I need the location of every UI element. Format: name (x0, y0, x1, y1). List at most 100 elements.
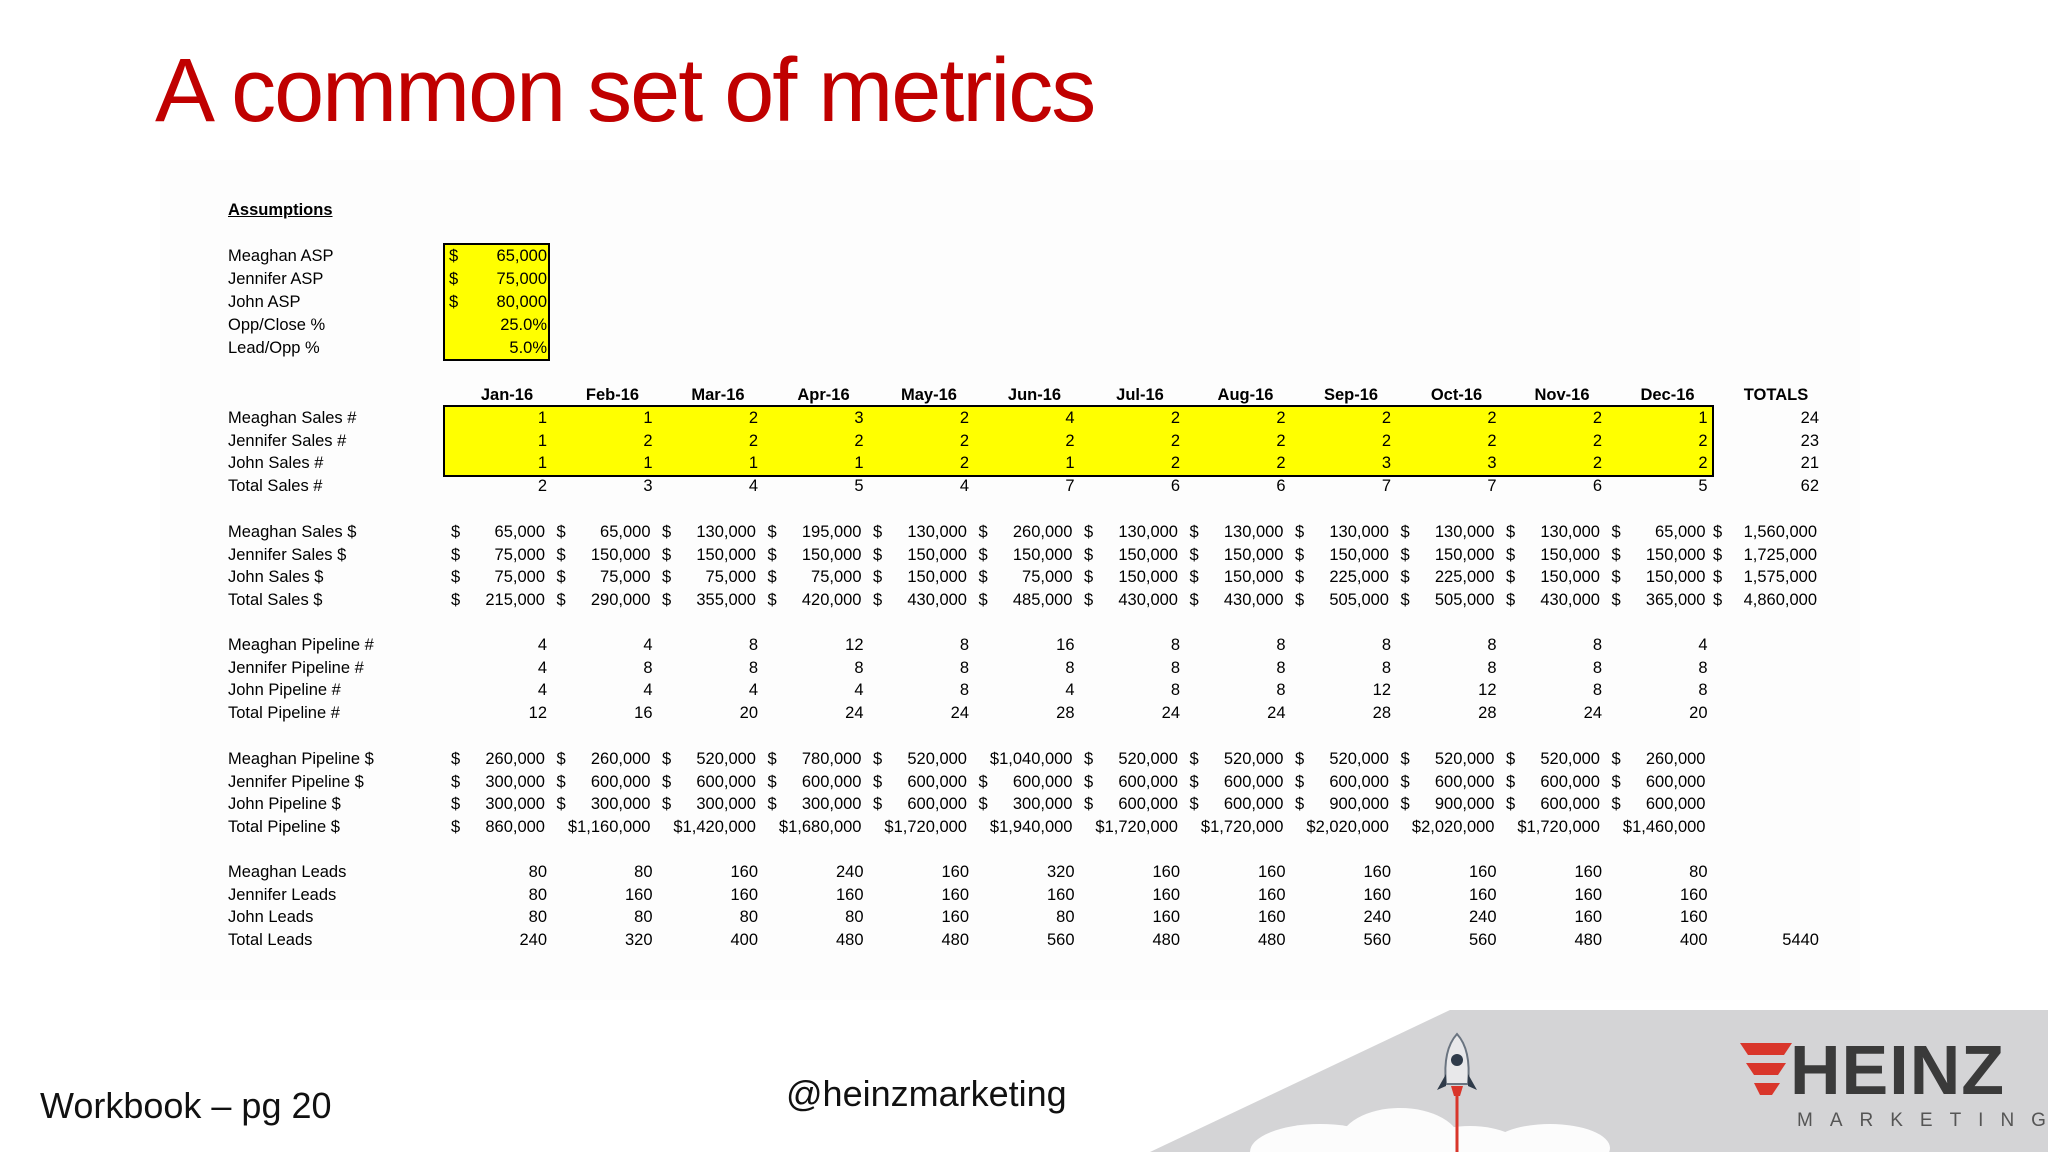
money-value: 150,000 (1540, 568, 1600, 587)
money-value: $1,680,000 (778, 818, 862, 837)
currency-symbol: $ (1611, 591, 1621, 610)
count-value: 8 (1276, 681, 1286, 700)
money-value: 150,000 (1645, 545, 1706, 564)
count-value: 160 (941, 885, 969, 904)
count-value: 16 (634, 704, 653, 723)
count-value: 80 (845, 908, 864, 927)
count-value: 24 (845, 704, 864, 723)
money-value: 485,000 (1012, 591, 1073, 610)
currency-symbol: $ (1084, 591, 1094, 610)
row-label: John Pipeline # (228, 681, 341, 700)
money-value: $1,720,000 (1095, 818, 1178, 837)
currency-symbol: $ (1506, 591, 1516, 610)
money-value: $1,720,000 (1517, 818, 1600, 837)
count-value: 2 (1381, 431, 1391, 450)
count-value: 12 (1372, 681, 1391, 700)
count-value: 480 (1257, 931, 1286, 950)
currency-symbol: $ (1611, 772, 1621, 791)
currency-symbol: $ (1189, 523, 1199, 541)
count-value: 8 (1170, 658, 1180, 677)
count-value: 160 (730, 885, 758, 904)
count-value: 4 (854, 681, 864, 700)
currency-symbol: $ (1506, 795, 1516, 814)
money-value: 300,000 (485, 772, 545, 791)
row-label: Meaghan Leads (228, 863, 347, 881)
money-value: 150,000 (1434, 545, 1495, 564)
count-value: 2 (959, 431, 969, 450)
money-value: 600,000 (1540, 772, 1600, 791)
row-label: Total Pipeline $ (228, 818, 340, 837)
currency-symbol: $ (556, 545, 566, 564)
currency-symbol: $ (556, 591, 566, 610)
count-value: 2 (1592, 454, 1602, 473)
logo-tagline: MARKETING (1797, 1110, 2048, 1131)
money-value: 600,000 (1118, 795, 1178, 814)
currency-symbol: $ (1713, 591, 1723, 610)
count-value: 2 (643, 431, 653, 450)
money-value: 520,000 (907, 750, 967, 768)
count-value: 8 (1487, 636, 1497, 654)
count-value: 2 (1065, 431, 1075, 450)
month-header: Oct-16 (1430, 386, 1483, 404)
money-value: 260,000 (1012, 523, 1073, 541)
currency-symbol: $ (1084, 772, 1094, 791)
currency-symbol: $ (1189, 568, 1199, 587)
money-value: 600,000 (907, 795, 967, 814)
money-value: 600,000 (1012, 772, 1073, 791)
currency-symbol: $ (1713, 568, 1723, 587)
money-value: 150,000 (1645, 568, 1706, 587)
assumption-value: 65,000 (496, 247, 547, 265)
currency-symbol: $ (767, 591, 777, 610)
assumption-value: 25.0% (500, 316, 547, 334)
currency-symbol: $ (1506, 568, 1516, 587)
count-value: 1 (643, 454, 653, 473)
count-value: 28 (1478, 704, 1497, 723)
count-value: 8 (959, 658, 969, 677)
assumption-currency: $ (449, 247, 459, 265)
count-value: 8 (1276, 658, 1286, 677)
row-label: Total Sales $ (228, 591, 323, 610)
currency-symbol: $ (662, 795, 672, 814)
count-value: 12 (528, 704, 547, 723)
assumption-value: 75,000 (496, 270, 547, 288)
currency-symbol: $ (1400, 568, 1410, 587)
money-value: 225,000 (1434, 568, 1495, 587)
money-value: 195,000 (801, 523, 862, 541)
count-value: 5 (1698, 477, 1708, 496)
row-total: 21 (1800, 454, 1819, 473)
count-value: 2 (959, 409, 969, 427)
money-value: 300,000 (590, 795, 651, 814)
count-value: 160 (1468, 863, 1497, 881)
count-value: 160 (1679, 885, 1708, 904)
money-value: 75,000 (705, 568, 756, 587)
money-value: 430,000 (1540, 591, 1600, 610)
currency-symbol: $ (556, 772, 566, 791)
count-value: 24 (1583, 704, 1602, 723)
count-value: 8 (1698, 681, 1708, 700)
money-value: 65,000 (1655, 523, 1706, 541)
currency-symbol: $ (873, 795, 883, 814)
slide-title: A common set of metrics (155, 41, 1096, 141)
currency-symbol: $ (1295, 750, 1305, 768)
money-value: 150,000 (590, 545, 651, 564)
assumption-currency: $ (449, 293, 459, 311)
currency-symbol: $ (978, 545, 988, 564)
currency-symbol: $ (1400, 795, 1410, 814)
currency-symbol: $ (451, 750, 461, 768)
currency-symbol: $ (1400, 523, 1410, 541)
money-value: $1,460,000 (1622, 818, 1706, 837)
count-value: 8 (1170, 636, 1180, 654)
money-value: 600,000 (590, 772, 651, 791)
month-header: Nov-16 (1534, 386, 1590, 404)
count-value: 560 (1046, 931, 1075, 950)
currency-symbol: $ (1713, 523, 1723, 541)
count-value: 480 (941, 931, 969, 950)
money-value: 780,000 (801, 750, 862, 768)
money-value: 215,000 (485, 591, 545, 610)
count-value: 4 (748, 681, 758, 700)
currency-symbol: $ (1189, 750, 1199, 768)
count-value: 1 (748, 454, 758, 473)
assumption-value: 5.0% (509, 339, 547, 357)
row-label: Jennifer Pipeline $ (228, 772, 364, 791)
count-value: 80 (528, 908, 547, 927)
